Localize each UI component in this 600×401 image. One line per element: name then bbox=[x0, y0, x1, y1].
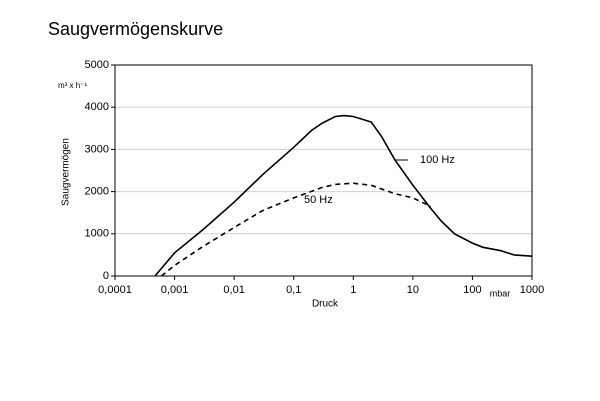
y-axis-title: Saugvermögen bbox=[61, 138, 72, 206]
series-label: 100 Hz bbox=[420, 154, 455, 166]
x-tick-label: 10 bbox=[407, 284, 419, 296]
y-tick-label: 3000 bbox=[85, 143, 109, 155]
y-tick-label: 1000 bbox=[85, 228, 109, 240]
x-tick-label: 0,1 bbox=[286, 284, 301, 296]
x-tick-label: 1 bbox=[350, 284, 356, 296]
x-tick-label: 1000 bbox=[520, 284, 544, 296]
x-axis-title: Druck bbox=[312, 299, 339, 310]
x-tick-label: 0,01 bbox=[223, 284, 244, 296]
x-tick-label: 0,001 bbox=[161, 284, 189, 296]
y-tick-label: 2000 bbox=[85, 186, 109, 198]
series-line bbox=[154, 114, 533, 277]
x-tick-label: 100 bbox=[463, 284, 481, 296]
y-tick-label: 5000 bbox=[85, 59, 109, 71]
y-tick-label: 0 bbox=[103, 270, 109, 282]
plot-frame bbox=[114, 64, 533, 277]
series-label: 50 Hz bbox=[304, 194, 333, 206]
series-line bbox=[160, 182, 432, 277]
y-unit: m³ x h⁻¹ bbox=[58, 81, 87, 90]
x-unit: mbar bbox=[490, 288, 511, 298]
x-tick-label: 0,0001 bbox=[98, 284, 132, 296]
chart-title: Saugvermögenskurve bbox=[48, 19, 223, 39]
y-tick-label: 4000 bbox=[85, 101, 109, 113]
